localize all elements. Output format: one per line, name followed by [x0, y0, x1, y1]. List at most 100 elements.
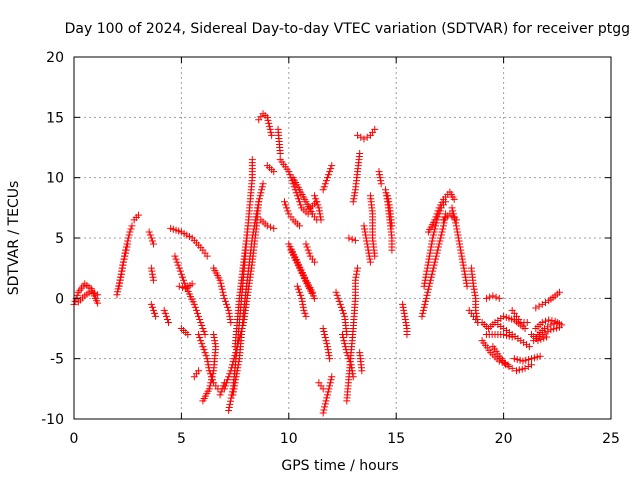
data-point — [148, 303, 156, 311]
data-point — [384, 192, 392, 200]
data-point — [204, 361, 212, 369]
data-point — [337, 303, 345, 311]
data-point — [300, 306, 308, 314]
data-point — [267, 128, 275, 136]
data-point — [198, 340, 206, 348]
data-point — [146, 231, 154, 239]
y-tick-label: -10 — [41, 412, 64, 428]
data-point — [371, 125, 379, 133]
data-point — [362, 231, 370, 239]
data-point — [207, 379, 215, 387]
data-point — [255, 195, 263, 203]
data-point — [264, 116, 272, 124]
data-point — [147, 300, 155, 308]
data-point — [149, 240, 157, 248]
y-tick-label: 10 — [46, 171, 64, 187]
data-point — [515, 366, 523, 374]
data-point — [219, 288, 227, 296]
data-point — [349, 198, 357, 206]
data-point — [195, 367, 203, 375]
data-point — [122, 246, 130, 254]
data-point — [270, 224, 278, 232]
data-point — [124, 234, 132, 242]
data-point — [302, 312, 310, 320]
data-point — [325, 352, 333, 360]
data-point — [333, 291, 341, 299]
data-point — [317, 216, 325, 224]
data-point — [184, 331, 192, 339]
data-point — [191, 303, 199, 311]
data-point — [321, 403, 329, 411]
data-point — [377, 177, 385, 185]
data-point — [233, 370, 241, 378]
data-point — [489, 292, 497, 300]
data-point — [421, 300, 429, 308]
data-point — [226, 312, 234, 320]
data-point — [176, 267, 184, 275]
x-tick-label: 25 — [602, 431, 620, 447]
data-point — [200, 328, 208, 336]
data-point — [149, 276, 157, 284]
data-point — [149, 273, 157, 281]
data-point — [196, 334, 204, 342]
data-point — [351, 189, 359, 197]
data-point — [495, 294, 503, 302]
y-tick-label: -5 — [50, 352, 64, 368]
data-point — [339, 331, 346, 339]
data-point — [254, 204, 262, 212]
data-point — [119, 261, 127, 269]
data-point — [500, 331, 508, 339]
data-point — [471, 291, 479, 299]
data-point — [94, 291, 102, 299]
data-point — [268, 131, 276, 139]
data-point — [402, 318, 410, 326]
data-point — [94, 299, 102, 307]
data-point — [453, 225, 461, 233]
data-point — [267, 223, 275, 231]
data-point — [528, 355, 536, 363]
data-point — [325, 349, 333, 357]
data-point — [450, 195, 458, 203]
data-point — [423, 264, 431, 272]
data-point — [294, 285, 302, 293]
data-point — [147, 264, 155, 272]
data-point — [134, 211, 142, 219]
data-point — [456, 240, 464, 248]
data-point — [297, 201, 305, 209]
data-point — [420, 303, 428, 311]
data-point — [283, 204, 291, 212]
data-point — [525, 355, 533, 363]
data-point — [360, 135, 368, 143]
data-point — [384, 195, 392, 203]
data-point — [113, 291, 121, 299]
data-point — [73, 291, 81, 299]
data-point — [459, 261, 467, 269]
data-point — [376, 171, 384, 179]
data-point — [263, 222, 271, 230]
data-point — [375, 168, 383, 176]
data-point — [538, 318, 546, 326]
data-point — [221, 382, 229, 390]
data-point — [244, 222, 252, 230]
data-point — [528, 361, 536, 369]
data-point — [180, 276, 188, 284]
data-point — [203, 355, 211, 363]
data-point — [231, 379, 239, 387]
data-point — [229, 391, 237, 399]
data-point — [211, 337, 219, 345]
data-point — [530, 354, 538, 362]
data-point — [147, 234, 155, 242]
data-point — [326, 168, 334, 176]
data-point — [229, 388, 237, 396]
data-point — [428, 237, 436, 245]
data-point — [350, 192, 358, 200]
data-point — [400, 309, 408, 317]
data-point — [223, 300, 231, 308]
data-point — [256, 192, 264, 200]
data-point — [325, 385, 333, 393]
y-tick-label: 0 — [55, 291, 64, 307]
data-point — [122, 249, 130, 257]
data-point — [424, 261, 432, 269]
data-point — [423, 267, 431, 275]
